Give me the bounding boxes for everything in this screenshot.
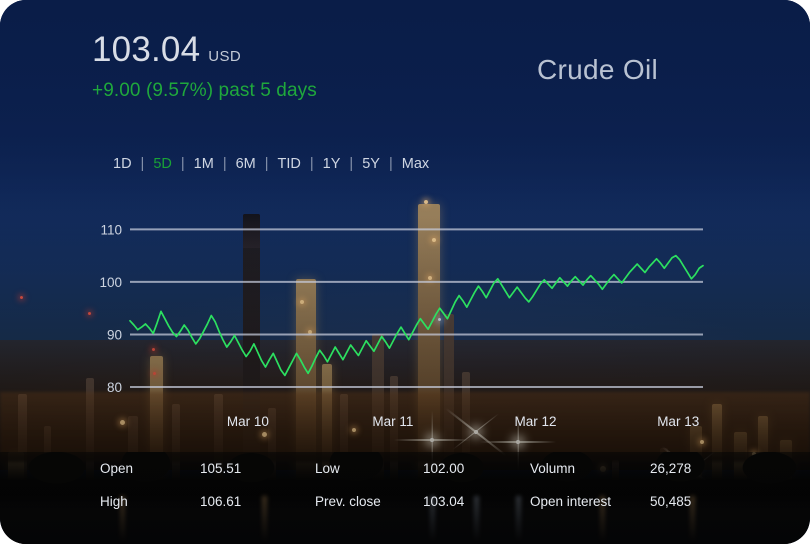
range-tab-tid[interactable]: TID xyxy=(277,156,301,172)
range-separator: | xyxy=(222,156,227,172)
stats-row: High 106.61 Prev. close 103.04 Open interest… xyxy=(100,485,740,518)
stat-value: 50,485 xyxy=(650,494,692,509)
page-title: Crude Oil xyxy=(537,54,658,85)
range-separator: | xyxy=(309,156,314,172)
range-tab-1d[interactable]: 1D xyxy=(113,156,132,172)
price-change: +9.00 (9.57%) past 5 days xyxy=(92,80,317,101)
x-axis-tick-label: Mar 10 xyxy=(227,414,269,429)
x-axis-tick-label: Mar 13 xyxy=(657,414,699,429)
stat-value: 102.00 xyxy=(423,461,465,476)
price-value: 103.04 xyxy=(92,30,201,69)
stat-value: 103.04 xyxy=(423,494,465,509)
price-line-series xyxy=(129,254,704,377)
stat-key: Low xyxy=(315,461,340,476)
stats-row: Open 105.51 Low 102.00 Volumn 26,278 xyxy=(100,452,740,485)
range-tab-6m[interactable]: 6M xyxy=(235,156,256,172)
x-axis-tick-label: Mar 12 xyxy=(515,414,557,429)
currency-label: USD xyxy=(208,48,242,65)
range-tab-max[interactable]: Max xyxy=(401,156,430,172)
y-axis-tick-label: 100 xyxy=(99,275,122,290)
range-separator: | xyxy=(140,156,145,172)
range-separator: | xyxy=(180,156,185,172)
stat-cell: Low 102.00 xyxy=(315,461,530,476)
stat-cell: High 106.61 xyxy=(100,494,315,509)
range-separator: | xyxy=(388,156,393,172)
range-separator: | xyxy=(264,156,269,172)
stat-cell: Volumn 26,278 xyxy=(530,461,740,476)
range-tab-5y[interactable]: 5Y xyxy=(362,156,380,172)
top-gradient-wash xyxy=(0,0,810,200)
stats-table: Open 105.51 Low 102.00 Volumn 26,278 High 106.6… xyxy=(100,452,740,518)
stat-key: Prev. close xyxy=(315,494,381,509)
stat-key: High xyxy=(100,494,128,509)
time-range-selector[interactable]: 1D | 5D | 1M | 6M | TID | 1Y | 5Y | Max xyxy=(104,156,438,172)
y-axis-tick-label: 80 xyxy=(107,380,122,395)
stat-value: 105.51 xyxy=(200,461,242,476)
stat-value: 106.61 xyxy=(200,494,242,509)
range-tab-5d[interactable]: 5D xyxy=(153,156,172,172)
stat-value: 26,278 xyxy=(650,461,692,476)
y-axis-tick-label: 110 xyxy=(100,222,122,237)
stat-cell: Prev. close 103.04 xyxy=(315,494,530,509)
stat-cell: Open 105.51 xyxy=(100,461,315,476)
range-separator: | xyxy=(349,156,354,172)
y-axis-tick-label: 90 xyxy=(107,327,122,342)
range-tab-1y[interactable]: 1Y xyxy=(322,156,341,172)
stat-cell: Open interest 50,485 xyxy=(530,494,740,509)
stat-key: Open interest xyxy=(530,494,612,509)
stat-key: Open xyxy=(100,461,134,476)
price-row: 103.04 USD xyxy=(92,30,241,70)
x-axis-tick-label: Mar 11 xyxy=(372,414,413,429)
range-tab-1m[interactable]: 1M xyxy=(193,156,214,172)
stat-key: Volumn xyxy=(530,461,576,476)
